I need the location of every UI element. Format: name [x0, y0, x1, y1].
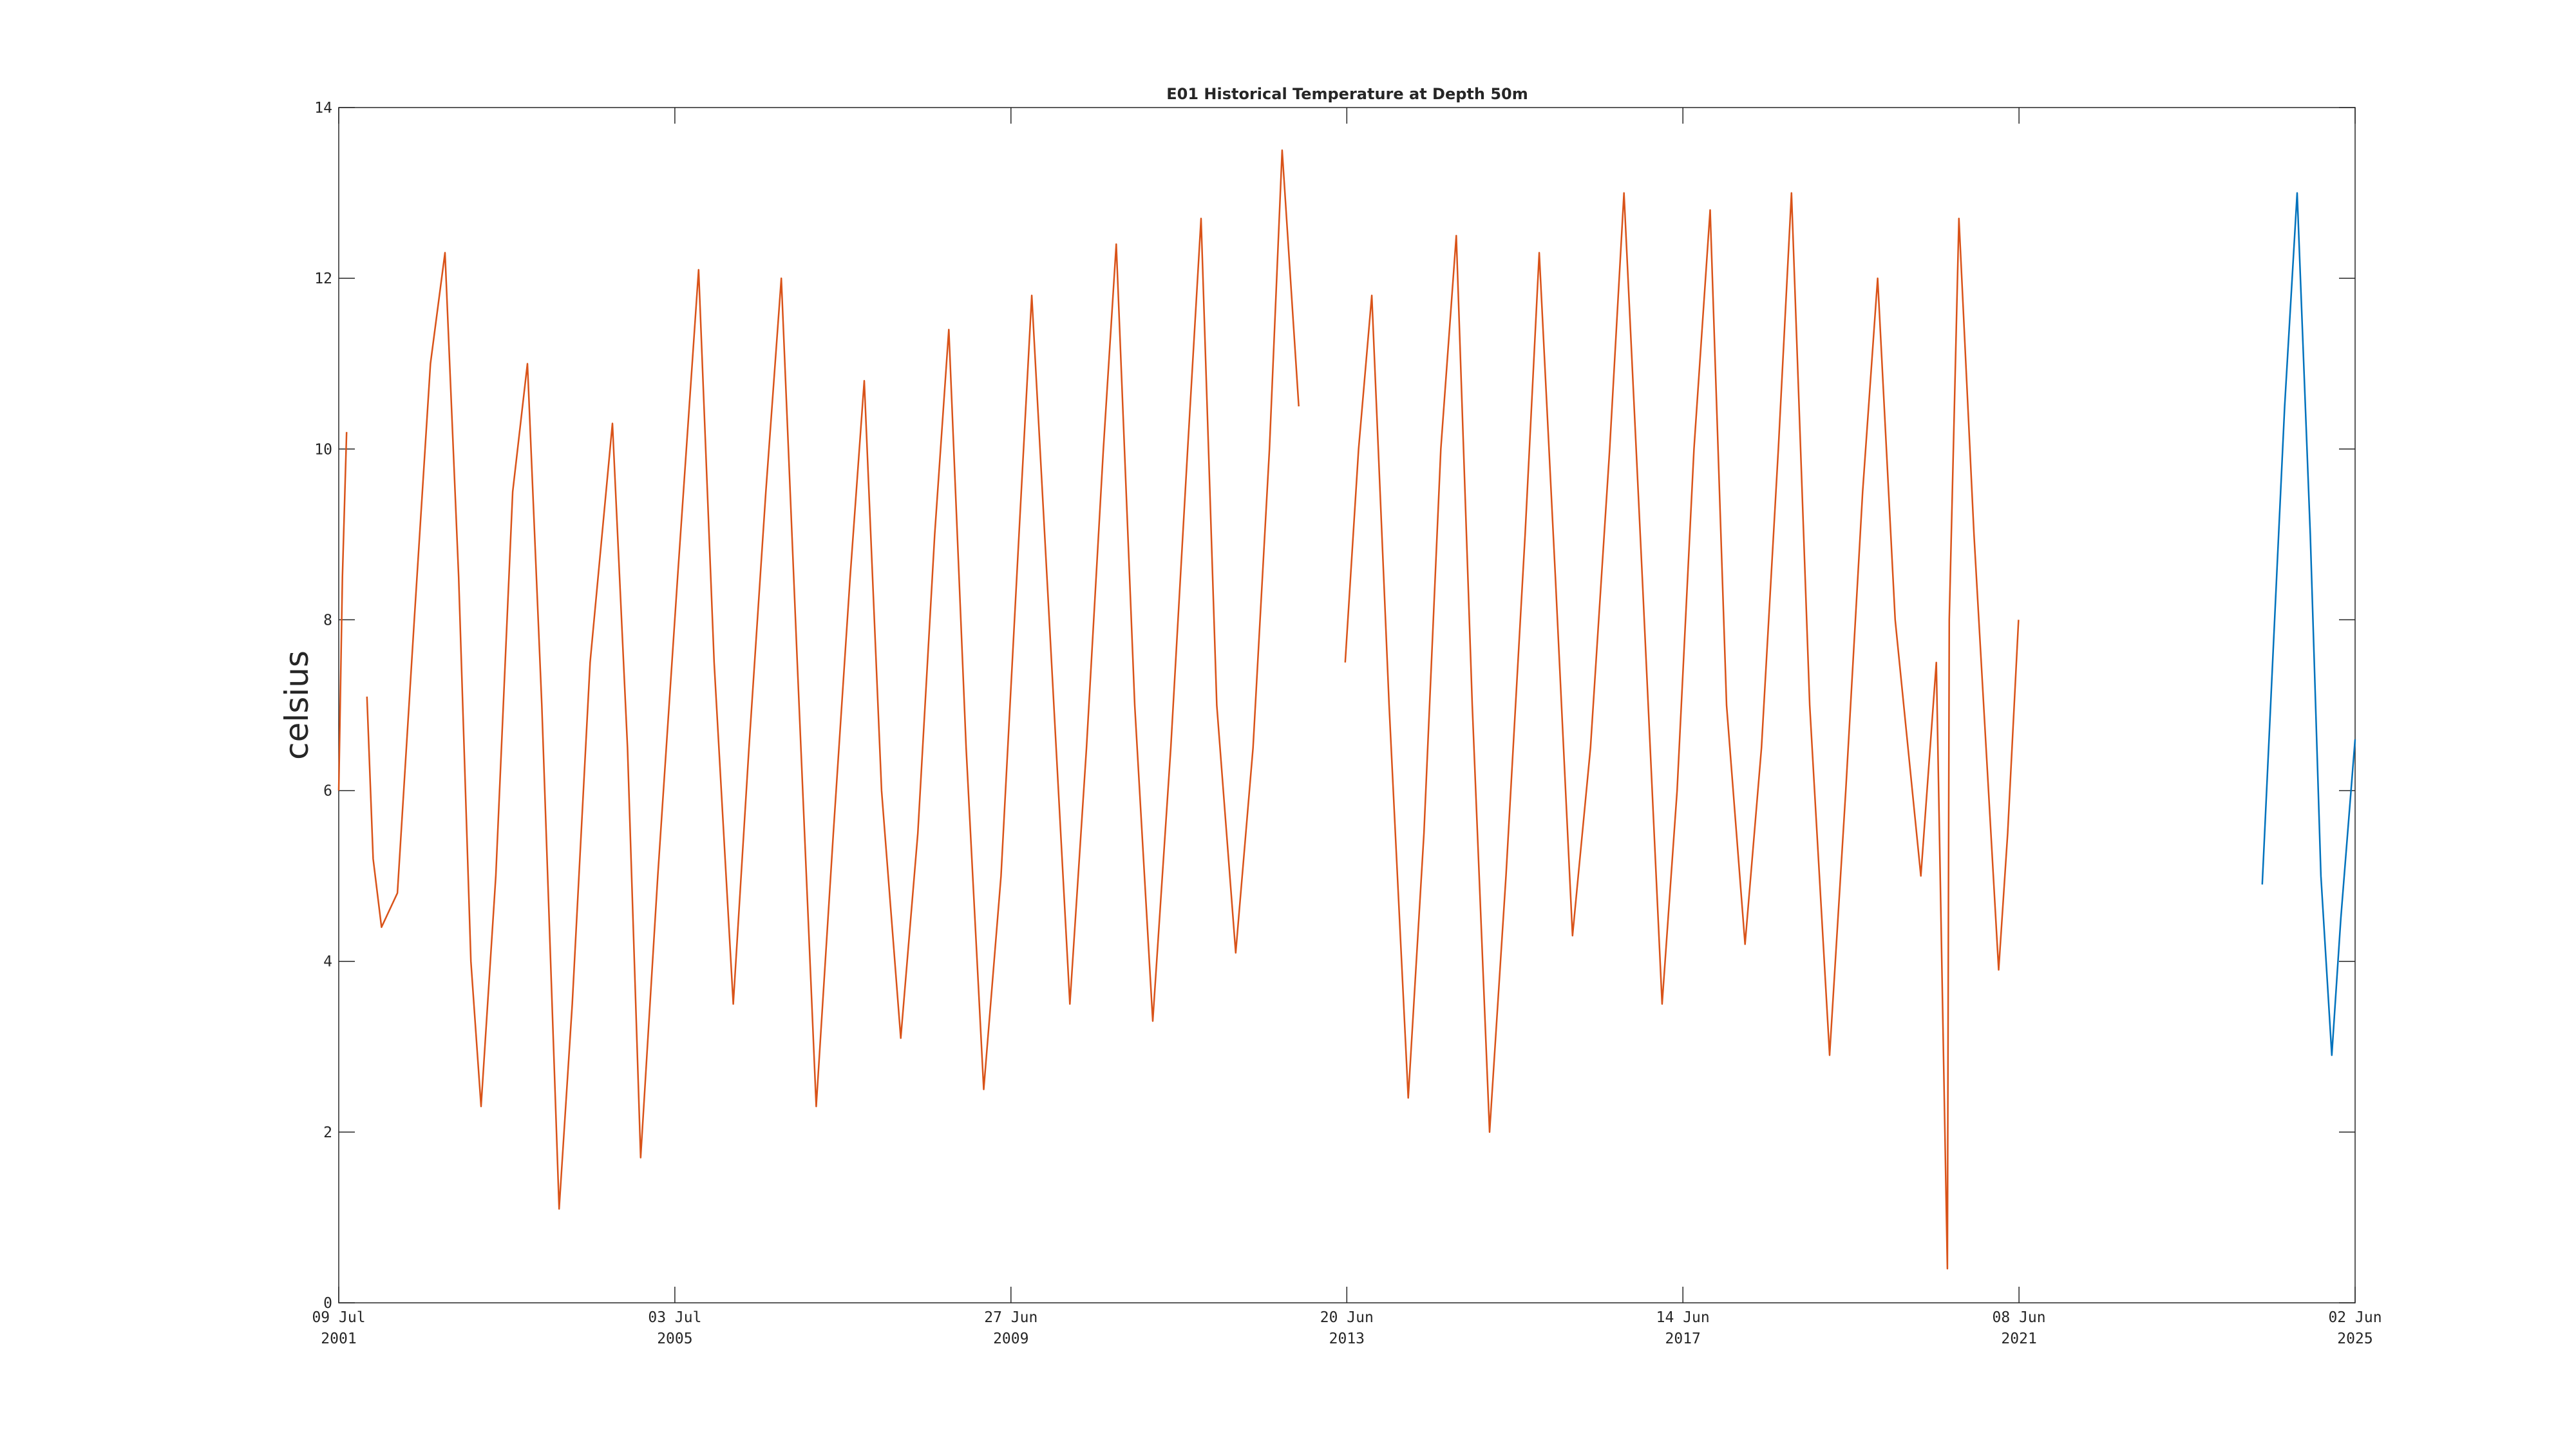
y-tick-label: 0: [323, 1295, 332, 1312]
x-tick-label: 09 Jul: [312, 1309, 365, 1326]
y-tick-label: 4: [323, 954, 332, 971]
x-tick-label: 2021: [2001, 1331, 2036, 1347]
x-tick-label: 2025: [2337, 1331, 2372, 1347]
y-tick-label: 10: [314, 441, 332, 458]
x-tick-label: 2017: [1665, 1331, 1701, 1347]
x-tick-label: 03 Jul: [648, 1309, 701, 1326]
series-line: [337, 149, 2020, 1270]
x-tick-label: 27 Jun: [984, 1309, 1037, 1326]
x-tick-label: 02 Jun: [2328, 1309, 2382, 1326]
y-tick-label: 2: [323, 1124, 332, 1141]
y-tick-label: 6: [323, 783, 332, 800]
x-tick-label: 2005: [657, 1331, 692, 1347]
x-tick-label: 08 Jun: [1993, 1309, 2046, 1326]
y-tick-label: 8: [323, 612, 332, 629]
y-axis-label: celsius: [278, 650, 316, 760]
x-tick-label: 20 Jun: [1320, 1309, 1374, 1326]
x-tick-label: 2001: [321, 1331, 356, 1347]
y-tick-label: 14: [314, 100, 332, 117]
series-line: [2261, 192, 2356, 1056]
x-tick-label: 2009: [993, 1331, 1028, 1347]
x-tick-label: 14 Jun: [1656, 1309, 1710, 1326]
chart-title: E01 Historical Temperature at Depth 50m: [1166, 85, 1528, 103]
x-tick-label: 2013: [1329, 1331, 1365, 1347]
y-tick-label: 12: [314, 270, 332, 287]
